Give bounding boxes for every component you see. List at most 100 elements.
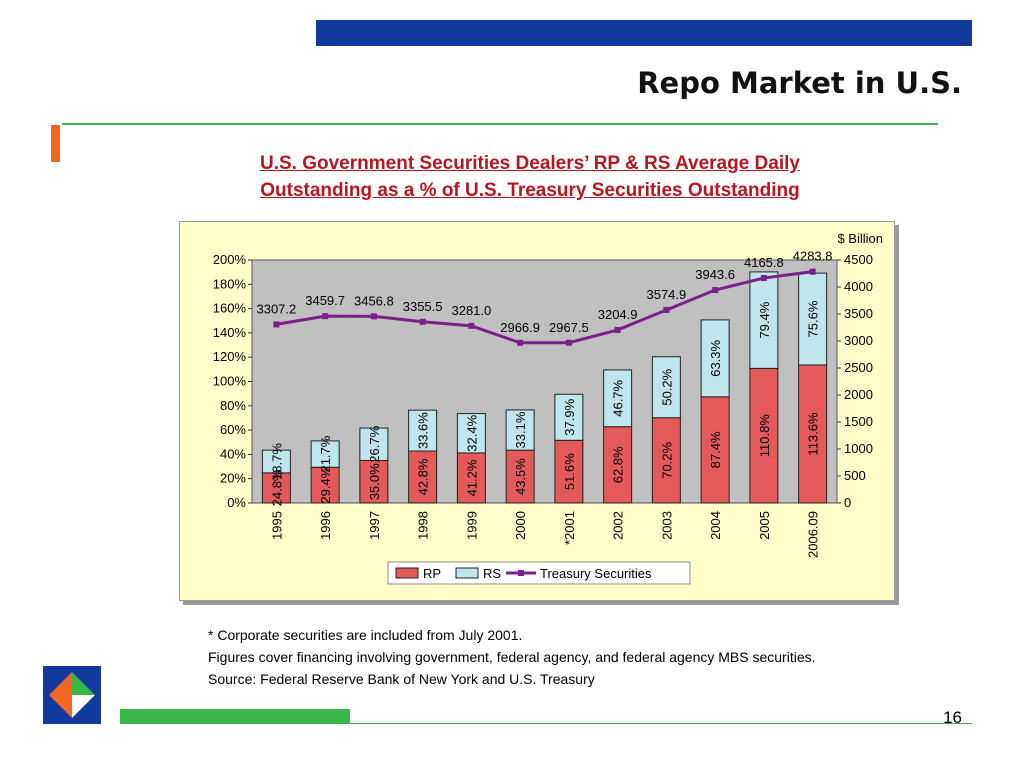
x-axis-tick-label: 1998	[416, 511, 431, 540]
rs-bar	[700, 319, 730, 398]
page-number: 16	[943, 708, 962, 727]
rs-bar	[456, 413, 486, 454]
right-axis-tick-label: 1000	[844, 441, 873, 456]
treasury-data-label: 3307.2	[256, 301, 296, 316]
legend-rs-label: RS	[483, 566, 501, 581]
rp-data-label: 35.0%	[367, 463, 382, 500]
rs-bar	[651, 356, 681, 419]
right-axis-tick-label: 4000	[844, 279, 873, 294]
right-axis-tick-label: 500	[844, 468, 866, 483]
repo-chart: 0% 20% 40% 60% 80% 100% 120% 140% 160% 180% 200% 0 5…	[213, 231, 883, 585]
x-axis-tick-label: 1995	[269, 511, 284, 540]
left-axis-tick-label: 120%	[213, 349, 247, 364]
left-axis-tick-label: 80%	[220, 398, 246, 413]
rp-data-label: 62.8%	[611, 446, 626, 483]
rp-data-label: 110.8%	[757, 414, 772, 458]
treasury-data-label: 3459.7	[305, 293, 345, 308]
treasury-line	[276, 270, 813, 345]
x-axis-tick-label: 2004	[708, 511, 723, 540]
rs-bar	[749, 271, 779, 369]
treasury-data-label: 3355.5	[403, 299, 443, 314]
treasury-point	[419, 318, 426, 325]
rp-bar	[310, 466, 340, 504]
right-axis-tick-label: 4500	[844, 252, 873, 267]
rp-data-label: 51.6%	[562, 453, 577, 490]
left-axis-tick-label: 180%	[213, 276, 247, 291]
x-axis-tick-label: 2002	[611, 511, 626, 540]
x-axis-tick-label: 2000	[513, 511, 528, 540]
rs-data-label: 79.4%	[757, 301, 772, 338]
rs-bar	[798, 272, 828, 366]
right-axis-tick-label: 2000	[844, 387, 873, 402]
x-axis-tick-label: 2006.09	[806, 511, 821, 558]
rp-data-label: 43.5%	[513, 458, 528, 495]
footnote-coverage: Figures cover financing involving govern…	[208, 649, 816, 665]
footnotes: * Corporate securities are included from…	[208, 624, 816, 690]
x-axis-tick-label: 2005	[757, 511, 772, 540]
rs-data-label: 33.1%	[513, 411, 528, 448]
treasury-point	[322, 313, 329, 320]
treasury-point	[517, 339, 524, 346]
rp-data-label: 24.8%	[269, 469, 284, 506]
x-axis-tick-label: 2003	[659, 511, 674, 540]
rs-data-label: 46.7%	[611, 379, 626, 416]
page-title: Repo Market in U.S.	[637, 66, 962, 100]
treasury-data-label: 2966.9	[500, 320, 540, 335]
right-axis-tick-label: 2500	[844, 360, 873, 375]
right-axis-tick-label: 1500	[844, 414, 873, 429]
rs-data-label: 50.2%	[659, 368, 674, 405]
left-axis-tick-label: 60%	[220, 422, 246, 437]
rs-data-label: 63.3%	[708, 339, 723, 376]
treasury-point	[663, 306, 670, 313]
rs-data-label: 75.6%	[806, 300, 821, 337]
legend-treasury-marker	[518, 570, 524, 576]
rp-bar	[798, 364, 828, 504]
rp-data-label: 87.4%	[708, 431, 723, 468]
treasury-data-label: 3204.9	[598, 307, 638, 322]
rp-data-label: 113.6%	[806, 412, 821, 456]
rp-bar	[651, 417, 681, 504]
treasury-data-label: 2967.5	[549, 320, 589, 335]
treasury-point	[614, 326, 621, 333]
rs-bar	[505, 409, 535, 451]
rp-bar	[408, 450, 438, 504]
rp-bar	[359, 459, 389, 504]
footer-green-bar	[120, 709, 350, 724]
x-axis-tick-label: 1996	[318, 511, 333, 540]
footnote-source: Source: Federal Reserve Bank of New York…	[208, 671, 595, 687]
rs-bar	[408, 409, 438, 452]
rp-data-label: 41.2%	[464, 459, 479, 496]
footer-divider	[120, 723, 972, 724]
rs-data-label: 37.9%	[562, 398, 577, 435]
legend-treasury-label: Treasury Securities	[540, 566, 652, 581]
rp-data-label: 70.2%	[659, 441, 674, 478]
treasury-data-label: 3574.9	[646, 287, 686, 302]
right-axis-tick-label: 3500	[844, 306, 873, 321]
left-axis-tick-label: 200%	[213, 252, 247, 267]
title-divider	[62, 123, 938, 125]
right-axis-tick-label: 0	[844, 495, 851, 510]
treasury-point	[565, 339, 572, 346]
left-axis-tick-label: 40%	[220, 446, 246, 461]
treasury-point	[809, 268, 816, 275]
rs-bar	[603, 369, 633, 428]
rs-data-label: 32.4%	[464, 414, 479, 451]
legend-rp-label: RP	[423, 566, 441, 581]
legend-rp-swatch	[395, 567, 419, 579]
treasury-data-label: 4165.8	[744, 255, 784, 270]
legend-rs-swatch	[455, 567, 479, 579]
plot-area	[251, 259, 838, 504]
rp-data-label: 29.4%	[318, 466, 333, 503]
chart-title-line-2: Outstanding as a % of U.S. Treasury Secu…	[260, 180, 800, 201]
right-axis-unit-label: $ Billion	[837, 231, 883, 246]
rs-bar	[310, 440, 340, 468]
rs-data-label: 26.7%	[367, 425, 382, 462]
x-axis-tick-label: 1997	[367, 511, 382, 540]
rp-bar	[505, 449, 535, 504]
treasury-point	[468, 322, 475, 329]
treasury-point	[273, 321, 280, 328]
rs-data-label: 18.7%	[269, 443, 284, 480]
treasury-data-label: 4283.8	[793, 249, 833, 264]
right-axis-tick-label: 3000	[844, 333, 873, 348]
rp-bar	[749, 367, 779, 504]
